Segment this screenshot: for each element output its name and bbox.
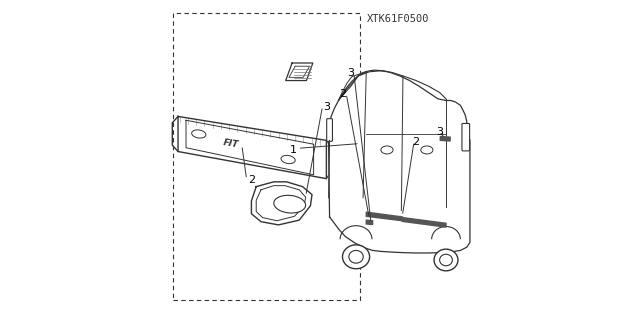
Polygon shape: [403, 218, 446, 227]
Text: XTK61F0500: XTK61F0500: [367, 14, 429, 24]
Text: FIT: FIT: [222, 138, 239, 149]
Ellipse shape: [434, 249, 458, 271]
Ellipse shape: [421, 146, 433, 154]
Ellipse shape: [349, 250, 364, 263]
Polygon shape: [178, 116, 326, 179]
Ellipse shape: [440, 254, 452, 266]
Text: 3: 3: [347, 68, 354, 78]
Ellipse shape: [274, 195, 306, 213]
FancyBboxPatch shape: [462, 123, 470, 151]
Text: 3: 3: [323, 102, 330, 112]
Polygon shape: [366, 212, 403, 221]
Polygon shape: [328, 70, 470, 253]
Text: 2: 2: [339, 89, 346, 99]
Text: 2: 2: [248, 175, 255, 185]
Text: 3: 3: [436, 127, 443, 137]
Polygon shape: [366, 220, 372, 225]
Ellipse shape: [381, 146, 393, 154]
Ellipse shape: [281, 155, 295, 164]
Polygon shape: [440, 137, 450, 141]
Ellipse shape: [342, 245, 370, 269]
Polygon shape: [252, 182, 312, 225]
Ellipse shape: [191, 130, 206, 138]
Text: 1: 1: [289, 145, 296, 155]
Text: 2: 2: [412, 137, 419, 147]
FancyBboxPatch shape: [326, 119, 332, 141]
Polygon shape: [285, 63, 313, 80]
